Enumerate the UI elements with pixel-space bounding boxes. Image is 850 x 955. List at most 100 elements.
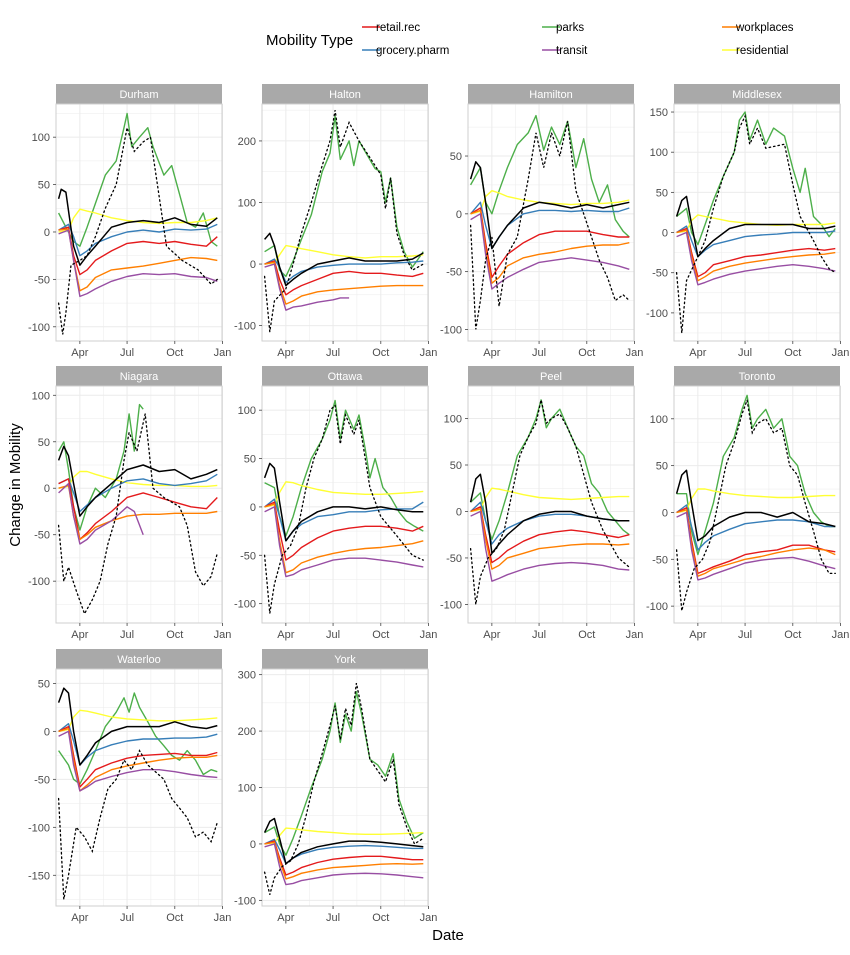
y-tick-label: 300 <box>238 670 256 682</box>
overlay-solid-line <box>675 195 836 258</box>
x-tick-label: Jan <box>420 347 438 359</box>
series-parks-line <box>264 690 424 856</box>
x-tick-label: Jul <box>532 347 546 359</box>
y-tick-label: -50 <box>34 774 50 786</box>
y-tick-label: 100 <box>650 414 668 426</box>
x-tick-label: Jul <box>326 912 340 924</box>
series-grocery-line <box>264 838 424 865</box>
panel-hamilton: Hamilton -100 -50 0 50 Apr Jul Oct Jan <box>440 84 643 359</box>
x-tick-label: Apr <box>689 629 706 641</box>
facet-strip-niagara <box>56 366 222 386</box>
series-transit-line <box>58 482 144 545</box>
x-tick-label: Oct <box>784 629 801 641</box>
gridlines-niagara <box>56 386 224 623</box>
x-tick-label: Oct <box>578 629 595 641</box>
y-axis-title: Change in Mobility <box>7 423 24 547</box>
panel-ottawa: Ottawa -100 -50 0 50 100 Apr Jul Oct Jan <box>234 366 437 641</box>
y-tick-label: 100 <box>32 390 50 402</box>
series-workplaces-line <box>470 508 630 570</box>
facet-label-ottawa: Ottawa <box>328 371 364 383</box>
x-tick-label: Jul <box>738 629 752 641</box>
series-residential-line <box>58 470 218 489</box>
series-workplaces-line <box>264 503 424 574</box>
gridlines-hamilton <box>468 104 636 341</box>
series-transit-line <box>58 229 218 298</box>
series-retail-line <box>264 501 424 561</box>
y-tick-label: 50 <box>38 180 50 192</box>
legend-label-retail.rec: retail.rec <box>376 22 420 34</box>
series-retail-line <box>470 506 630 564</box>
x-tick-label: Apr <box>483 347 500 359</box>
series-transit-line <box>676 511 836 581</box>
y-tick-label: 50 <box>244 454 256 466</box>
x-tick-label: Apr <box>71 912 88 924</box>
y-tick-label: 200 <box>238 726 256 738</box>
facet-strip-ottawa <box>262 366 428 386</box>
series-parks-line <box>470 399 630 541</box>
x-tick-label: Jan <box>420 629 438 641</box>
x-tick-label: Jan <box>214 629 232 641</box>
series-residential-line <box>264 827 424 845</box>
series-residential-line <box>264 244 424 265</box>
facet-label-hamilton: Hamilton <box>529 89 572 101</box>
facet-label-waterloo: Waterloo <box>117 654 161 666</box>
x-tick-label: Jan <box>626 629 644 641</box>
x-tick-label: Jul <box>326 347 340 359</box>
x-tick-label: Apr <box>71 347 88 359</box>
facet-strip-york <box>262 649 428 669</box>
x-tick-label: Jan <box>832 629 850 641</box>
overlay-solid-line <box>469 161 630 250</box>
legend-label-transit: transit <box>556 45 588 57</box>
x-tick-label: Apr <box>483 629 500 641</box>
x-tick-label: Jan <box>832 347 850 359</box>
facet-label-niagara: Niagara <box>120 371 159 383</box>
y-tick-label: 0 <box>250 502 256 514</box>
y-tick-label: -100 <box>234 895 256 907</box>
x-tick-label: Jan <box>420 912 438 924</box>
y-tick-label: 0 <box>456 506 462 518</box>
x-axis-title: Date <box>432 927 464 944</box>
panel-border-peel <box>467 385 635 624</box>
y-tick-label: -100 <box>646 308 668 320</box>
y-tick-label: 50 <box>38 437 50 449</box>
y-tick-label: 50 <box>656 461 668 473</box>
facet-strip-waterloo <box>56 649 222 669</box>
y-tick-label: -50 <box>240 550 256 562</box>
series-parks-line <box>264 399 424 537</box>
y-tick-label: 0 <box>250 259 256 271</box>
overlay-solid-line <box>57 445 218 517</box>
panel-border-middlesex <box>673 103 841 342</box>
overlay-solid-line <box>264 232 424 287</box>
y-tick-label: -100 <box>440 599 462 611</box>
series-retail-line <box>264 260 424 296</box>
series-transit-line <box>470 510 630 582</box>
overlay-dotted-line <box>675 113 836 334</box>
y-tick-label: -50 <box>652 268 668 280</box>
series-parks-line <box>676 111 836 246</box>
overlay-dotted-line <box>263 110 424 332</box>
x-tick-label: Oct <box>784 347 801 359</box>
series-grocery-line <box>58 723 218 766</box>
series-residential-line <box>676 488 836 514</box>
facet-strip-durham <box>56 84 222 104</box>
x-tick-label: Oct <box>166 347 183 359</box>
overlay-dotted-line <box>469 121 630 330</box>
series-retail-line <box>58 226 218 276</box>
panel-peel: Peel -100 -50 0 50 100 Apr Jul Oct Jan <box>440 366 643 641</box>
y-tick-label: -100 <box>28 822 50 834</box>
panel-border-niagara <box>55 385 223 624</box>
series-retail-line <box>676 507 836 575</box>
series-retail-line <box>58 478 218 541</box>
series-retail-line <box>676 227 836 278</box>
series-residential-line <box>58 709 218 733</box>
x-tick-label: Apr <box>689 347 706 359</box>
overlay-solid-line <box>263 462 424 542</box>
series-retail-line <box>264 840 424 876</box>
y-tick-label: -100 <box>28 322 50 334</box>
y-tick-label: -100 <box>646 601 668 613</box>
facet-label-toronto: Toronto <box>739 371 776 383</box>
series-residential-line <box>264 481 424 508</box>
series-transit-line <box>264 263 350 311</box>
y-tick-label: -50 <box>34 530 50 542</box>
legend-label-parks: parks <box>556 22 584 34</box>
